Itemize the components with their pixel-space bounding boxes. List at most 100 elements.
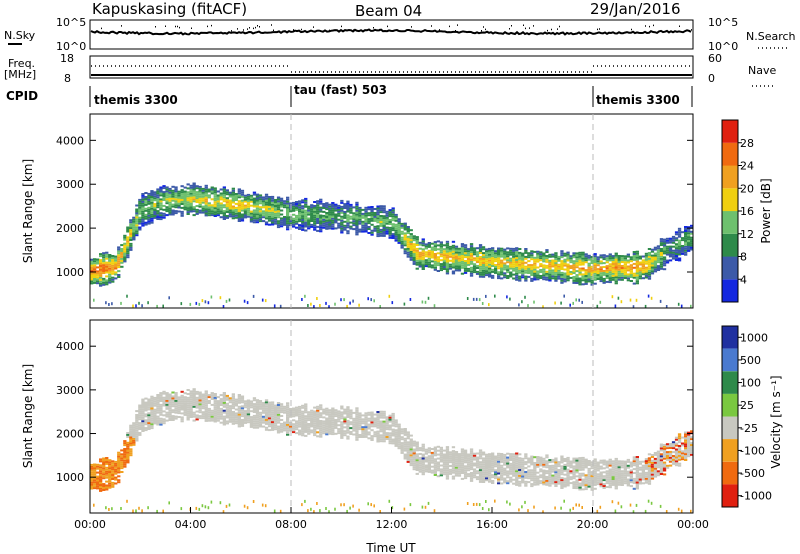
velocity-cell [301,434,305,437]
power-cell [132,220,136,223]
power-cell [620,257,624,260]
power-cell [415,247,419,250]
velocity-cell [530,477,534,480]
power-cell [319,214,323,217]
velocity-cell [478,455,483,458]
velocity-cell [488,463,492,465]
velocity-cell [159,403,163,406]
velocity-cell [276,421,281,424]
power-cell [376,233,380,236]
velocity-cell [445,475,450,478]
velocity-cell [310,415,314,418]
velocity-cell [478,469,483,472]
velocity-cell [575,459,579,462]
power-cell [273,199,278,201]
power-cell [608,255,612,258]
power-cell [301,211,305,214]
power-cell [201,209,205,212]
velocity-cell [328,423,332,425]
power-cell [340,207,344,210]
velocity-cell [346,416,350,418]
power-cell [144,215,148,218]
power-cell [237,218,241,220]
velocity-cell [421,443,425,446]
power-cell [581,277,585,280]
velocity-cell [237,417,241,420]
velocity-cell [373,413,377,416]
power-cell [445,270,450,273]
power-cell [301,298,303,301]
power-cell [554,252,558,255]
power-cell [150,209,154,212]
velocity-cell [159,394,163,397]
nave-top-tick: 60 [708,52,722,65]
power-cell [674,231,679,234]
velocity-cell [503,461,507,464]
power-cell [635,252,639,255]
velocity-cell [153,412,157,415]
velocity-cell [566,460,570,463]
power-cell [334,302,336,306]
velocity-cell [108,467,112,470]
power-cell [394,227,398,230]
power-cell [286,228,290,231]
velocity-cell [394,429,398,432]
power-cell [572,252,576,255]
velocity-cell [460,464,465,467]
power-cell [123,236,127,239]
power-cell [165,190,169,193]
power-cell [90,266,94,269]
velocity-cell [264,413,269,415]
power-cell [445,258,450,261]
velocity-cell [93,473,97,476]
velocity-cell [210,396,214,399]
velocity-cell [198,395,202,398]
power-cell [376,205,380,208]
power-cell [478,246,483,249]
power-cell [180,191,184,194]
velocity-cell [126,441,130,444]
velocity-cell [96,463,100,466]
power-cell [563,252,567,255]
velocity-cell [524,472,528,475]
power-cell [216,204,220,207]
power-cell [578,298,580,302]
power-cell [367,232,371,234]
power-cell [138,220,142,223]
velocity-cell [367,413,371,416]
power-cell [276,214,281,217]
power-cell [192,184,196,187]
velocity-cell [412,458,416,461]
velocity-cell [237,411,241,414]
velocity-cell [376,426,380,429]
power-cell [234,197,238,199]
power-cell [403,222,407,225]
power-cell [237,214,241,216]
velocity-cell [397,447,401,450]
velocity-cell [210,394,214,397]
velocity-cell [174,409,178,412]
power-cell [319,222,323,225]
power-cell [340,231,344,234]
velocity-cell [554,467,558,470]
power-cell [530,256,534,259]
velocity-cell [472,454,477,457]
power-cell [228,215,232,218]
velocity-cell [340,427,344,430]
power-cell [557,277,561,280]
power-cell [626,255,630,258]
velocity-cell [536,461,540,464]
power-cell [105,275,109,278]
power-cell [328,219,332,222]
power-cell [352,224,356,227]
velocity-cell [497,480,501,483]
power-cell [494,266,498,268]
velocity-cell [578,457,582,460]
power-cell [457,269,462,272]
velocity-cell [463,475,468,478]
velocity-cell [581,458,585,461]
power-cell [319,206,323,209]
velocity-cell [93,477,97,480]
power-cell [270,205,275,208]
power-cell [171,193,175,196]
